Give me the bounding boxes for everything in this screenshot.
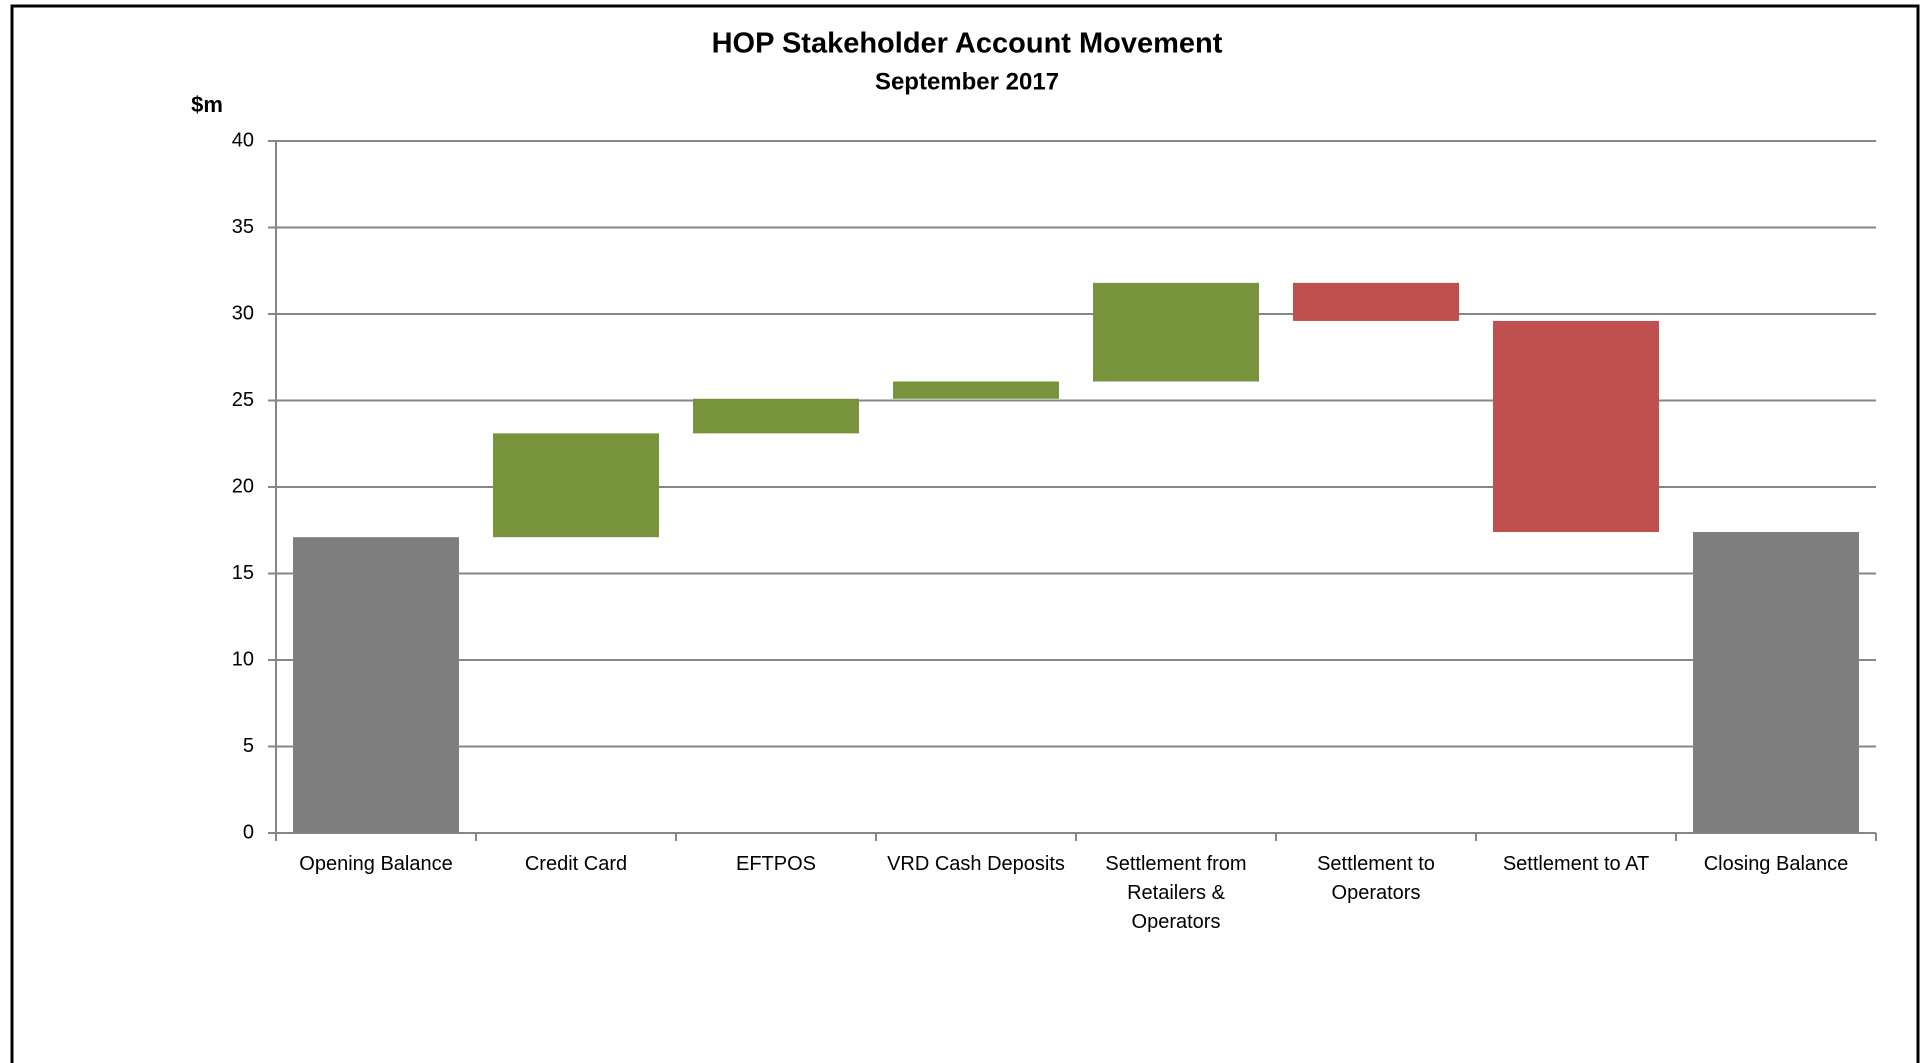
y-tick-label: 5	[243, 735, 254, 757]
chart-title: HOP Stakeholder Account Movement	[712, 28, 1223, 60]
x-tick-label: Credit Card	[525, 853, 627, 875]
y-tick-label: 0	[243, 821, 254, 843]
bar	[493, 433, 659, 538]
x-tick-label: Settlement to Operators	[1317, 853, 1435, 904]
x-tick-label: Closing Balance	[1704, 853, 1849, 875]
y-tick-label: 25	[232, 389, 254, 411]
x-tick-label: EFTPOS	[736, 853, 816, 875]
y-tick-label: 20	[232, 475, 254, 497]
x-tick-label: VRD Cash Deposits	[887, 853, 1065, 875]
y-tick-label: 10	[232, 648, 254, 670]
bar	[1493, 320, 1659, 532]
bar	[1293, 282, 1459, 321]
bar	[1693, 531, 1859, 833]
bar	[893, 381, 1059, 399]
bar	[293, 537, 459, 833]
bar	[693, 398, 859, 434]
y-tick-label: 40	[232, 129, 254, 151]
chart-frame	[10, 4, 1920, 1063]
x-tick-label: Opening Balance	[299, 853, 452, 875]
chart-subtitle: September 2017	[875, 68, 1059, 95]
bar	[1093, 282, 1259, 382]
y-tick-label: 30	[232, 302, 254, 324]
y-tick-label: 35	[232, 216, 254, 238]
y-tick-label: 15	[232, 562, 254, 584]
x-tick-label: Settlement to AT	[1503, 853, 1649, 875]
x-tick-label: Settlement from Retailers & Operators	[1105, 853, 1246, 933]
y-axis-label: $m	[191, 92, 223, 117]
